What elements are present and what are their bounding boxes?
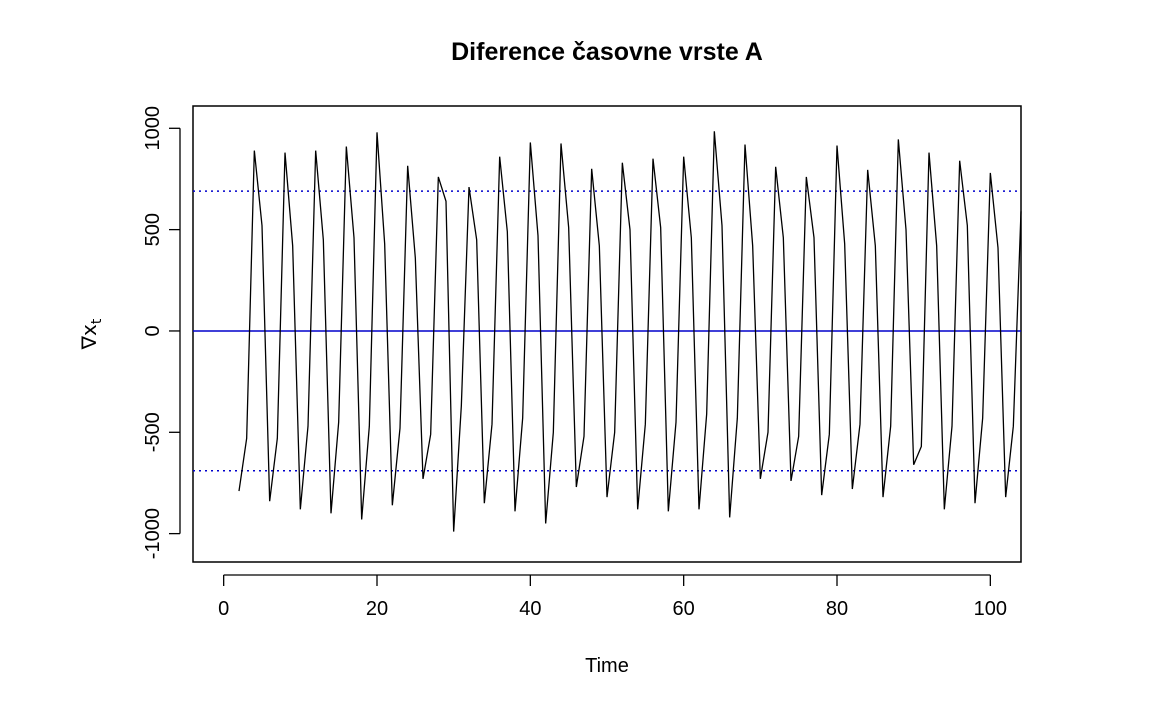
x-axis: 0 20 40 60 80 100: [218, 574, 1007, 620]
x-tick-label: 80: [826, 598, 848, 620]
x-tick-label: 20: [366, 598, 388, 620]
x-tick-label: 40: [519, 598, 541, 620]
x-tick-label: 0: [218, 598, 229, 620]
series-line: [238, 131, 1022, 532]
y-tick-label: 0: [142, 325, 164, 336]
x-axis-label: Time: [585, 655, 629, 677]
y-tick-label: 500: [142, 213, 164, 246]
reference-lines: [193, 190, 1021, 472]
y-tick-label: -500: [142, 412, 164, 452]
y-axis-label: ∇xt: [77, 318, 105, 350]
y-axis-label-subscript: t: [89, 318, 105, 324]
x-tick-label: 100: [974, 598, 1007, 620]
y-axis: -1000 -500 0 500 1000: [142, 106, 181, 559]
y-tick-label: -1000: [142, 508, 164, 559]
x-tick-label: 60: [673, 598, 695, 620]
plot-area-frame: [192, 105, 1022, 563]
chart-title: Diference časovne vrste A: [451, 38, 763, 66]
y-axis-label-symbol: ∇x: [77, 324, 101, 350]
y-tick-label: 1000: [142, 106, 164, 151]
